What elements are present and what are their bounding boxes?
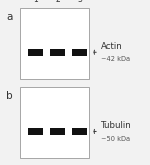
Text: b: b <box>6 91 13 101</box>
Bar <box>20 87 88 158</box>
Text: Tubulin: Tubulin <box>100 121 131 130</box>
Text: 2: 2 <box>55 0 60 4</box>
Bar <box>28 49 43 56</box>
Text: 1: 1 <box>33 0 38 4</box>
Bar <box>72 49 87 56</box>
Bar <box>50 128 65 135</box>
Bar <box>72 128 87 135</box>
Text: 3: 3 <box>77 0 82 4</box>
Text: Actin: Actin <box>100 42 122 51</box>
Bar <box>28 128 43 135</box>
Text: ~42 kDa: ~42 kDa <box>100 56 130 62</box>
Text: ~50 kDa: ~50 kDa <box>100 136 130 142</box>
Text: a: a <box>6 12 12 22</box>
Bar <box>50 49 65 56</box>
Bar <box>20 8 88 79</box>
